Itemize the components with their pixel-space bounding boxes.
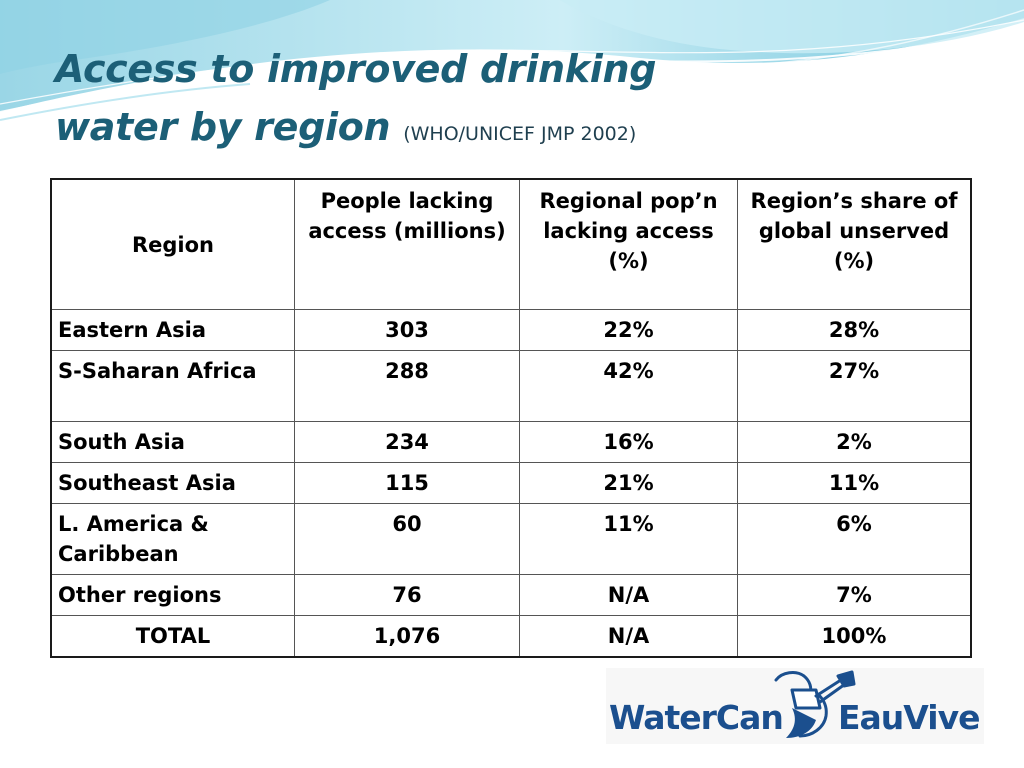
table-row: Southeast Asia 115 21% 11%	[50, 462, 972, 504]
header-people-lacking: People lacking access (millions)	[294, 178, 520, 310]
header-region: Region	[50, 178, 295, 310]
logo-text-watercan: WaterCan	[609, 698, 784, 737]
table-row: South Asia 234 16% 2%	[50, 421, 972, 463]
slide-title: Access to improved drinking water by reg…	[55, 40, 656, 163]
global-share-value: 2%	[737, 421, 972, 463]
region-name: Other regions	[50, 574, 295, 616]
regional-pct-value: 11%	[519, 503, 738, 575]
table-total-row: TOTAL 1,076 N/A 100%	[50, 615, 972, 658]
watering-can-icon	[774, 670, 856, 738]
title-line-1: Access to improved drinking	[55, 47, 657, 91]
header-global-share: Region’s share of global unserved (%)	[737, 178, 972, 310]
global-share-total: 100%	[737, 615, 972, 658]
global-share-value: 11%	[737, 462, 972, 504]
global-share-value: 28%	[737, 309, 972, 351]
global-share-value: 7%	[737, 574, 972, 616]
people-lacking-value: 303	[294, 309, 520, 351]
table-row: Eastern Asia 303 22% 28%	[50, 309, 972, 351]
people-lacking-value: 76	[294, 574, 520, 616]
logo-text-eauvive: EauVive	[838, 698, 980, 737]
table-header-row: Region People lacking access (millions) …	[50, 178, 972, 310]
header-regional-pct: Regional pop’n lacking access (%)	[519, 178, 738, 310]
regional-pct-value: 22%	[519, 309, 738, 351]
global-share-value: 27%	[737, 350, 972, 422]
regional-pct-value: 16%	[519, 421, 738, 463]
title-source: (WHO/UNICEF JMP 2002)	[403, 123, 637, 145]
table-row: L. America & Caribbean 60 11% 6%	[50, 503, 972, 575]
global-share-value: 6%	[737, 503, 972, 575]
regional-pct-value: 21%	[519, 462, 738, 504]
water-access-table: Region People lacking access (millions) …	[50, 178, 972, 658]
title-line-2: water by region (WHO/UNICEF JMP 2002)	[55, 98, 656, 163]
regional-pct-value: N/A	[519, 574, 738, 616]
wave-background	[0, 0, 1024, 121]
total-label: TOTAL	[50, 615, 295, 658]
people-lacking-value: 115	[294, 462, 520, 504]
regional-pct-value-highlight: 42%	[519, 350, 738, 422]
people-lacking-value: 60	[294, 503, 520, 575]
region-name: South Asia	[50, 421, 295, 463]
regional-pct-total: N/A	[519, 615, 738, 658]
watercan-eauvive-logo: WaterCan EauVive	[606, 668, 984, 744]
people-lacking-value: 288	[294, 350, 520, 422]
region-name: Southeast Asia	[50, 462, 295, 504]
region-name: L. America & Caribbean	[50, 503, 295, 575]
people-lacking-value: 234	[294, 421, 520, 463]
people-lacking-total: 1,076	[294, 615, 520, 658]
title-line-2-text: water by region	[55, 105, 391, 149]
region-name: Eastern Asia	[50, 309, 295, 351]
table-row: S-Saharan Africa 288 42% 27%	[50, 350, 972, 422]
region-name: S-Saharan Africa	[50, 350, 295, 422]
table-row: Other regions 76 N/A 7%	[50, 574, 972, 616]
